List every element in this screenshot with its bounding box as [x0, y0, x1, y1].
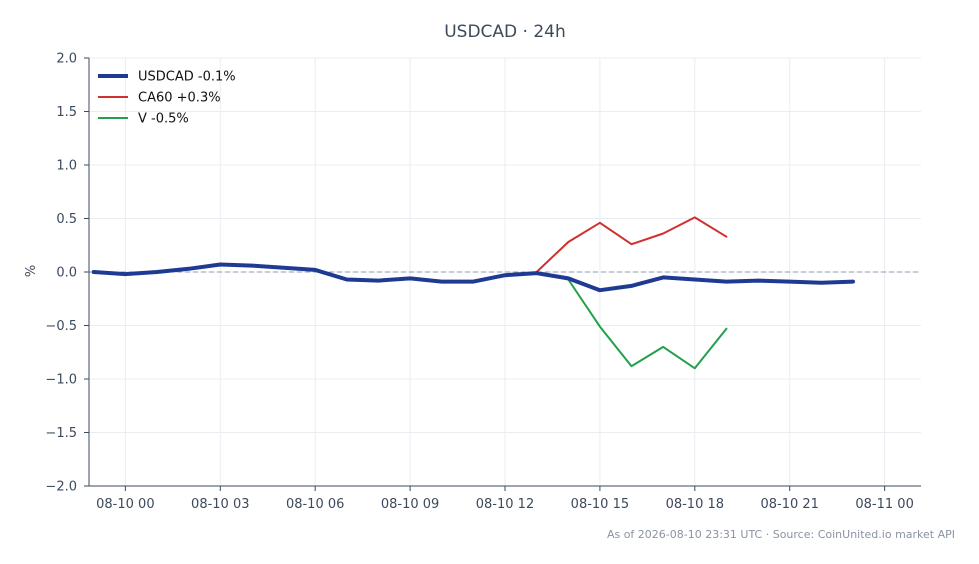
y-tick-label: 0.5	[56, 212, 77, 227]
y-tick-label: 0.0	[56, 266, 77, 281]
x-tick-label: 08-10 09	[381, 497, 439, 512]
x-tick-label: 08-10 18	[666, 497, 724, 512]
x-axis-ticks: 08-10 00 08-10 03 08-10 06 08-10 09 08-10 12…	[96, 486, 914, 512]
legend-label: CA60 +0.3%	[138, 91, 221, 106]
series-lines	[91, 216, 855, 370]
x-tick-label: 08-10 03	[191, 497, 249, 512]
x-tick-label: 08-10 12	[476, 497, 534, 512]
y-tick-label: −0.5	[45, 319, 77, 334]
y-tick-label: 1.0	[56, 159, 77, 174]
x-tick-label: 08-11 00	[855, 497, 913, 512]
y-axis-label: %	[24, 265, 39, 277]
legend-label: V -0.5%	[138, 112, 189, 127]
y-tick-label: −2.0	[45, 480, 77, 495]
x-tick-label: 08-10 21	[760, 497, 818, 512]
y-tick-label: 1.5	[56, 105, 77, 120]
series-line-1	[535, 216, 728, 273]
y-tick-label: −1.0	[45, 373, 77, 388]
chart-title: USDCAD · 24h	[444, 22, 566, 42]
footer-source-note: As of 2026-08-10 23:31 UTC · Source: Coi…	[607, 528, 955, 541]
legend: USDCAD -0.1% CA60 +0.3% V -0.5%	[98, 70, 236, 127]
x-tick-label: 08-10 15	[571, 497, 629, 512]
legend-label: USDCAD -0.1%	[138, 70, 236, 85]
y-tick-label: 2.0	[56, 52, 77, 67]
x-tick-label: 08-10 00	[96, 497, 154, 512]
series-line-0	[91, 262, 855, 293]
y-tick-label: −1.5	[45, 426, 77, 441]
x-tick-label: 08-10 06	[286, 497, 344, 512]
y-axis-ticks: −2.0 −1.5 −1.0 −0.5 0.0 0.5 1.0 1.5 2.0	[45, 52, 89, 495]
